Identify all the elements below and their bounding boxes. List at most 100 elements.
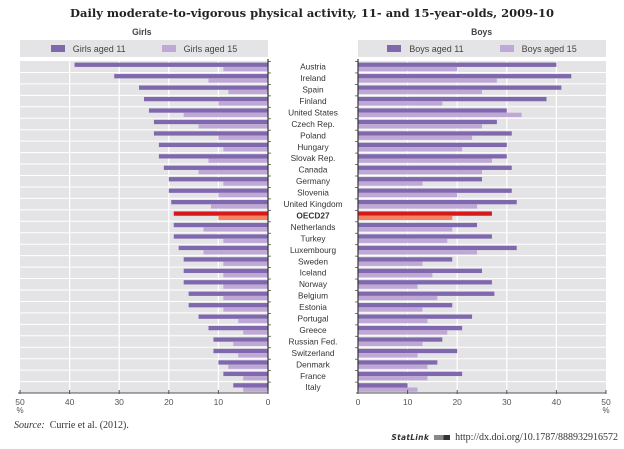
boys-bar-aged-15: [358, 250, 478, 255]
boys-bar-aged-11: [358, 165, 512, 170]
category-label: Slovenia: [297, 188, 329, 198]
girls-bar-aged-15: [228, 89, 268, 95]
legend-swatch-boys-15: [499, 45, 514, 52]
category-label: Spain: [302, 85, 324, 95]
category-label: Finland: [299, 96, 327, 106]
boys-bar-aged-11: [358, 154, 507, 159]
category-label: Sweden: [298, 256, 328, 266]
boys-x-tick-label: 20: [452, 397, 462, 407]
boys-bar-aged-15: [358, 181, 423, 186]
boys-bar-aged-15: [358, 295, 438, 301]
girls-bar-aged-15: [203, 227, 268, 232]
boys-bar-aged-15: [358, 89, 482, 95]
boys-bar-aged-15: [358, 353, 418, 358]
boys-bar-aged-11: [358, 360, 438, 365]
girls-bar-aged-11: [139, 85, 268, 90]
girls-bar-aged-15: [208, 78, 268, 83]
category-label: Norway: [299, 279, 328, 289]
boys-bar-aged-11: [358, 85, 562, 90]
girls-bar-aged-11: [178, 245, 268, 251]
boys-bar-aged-15: [358, 158, 492, 163]
girls-bar-aged-15: [223, 261, 268, 266]
category-label: Italy: [305, 382, 321, 392]
boys-bar-aged-11: [358, 62, 557, 67]
girls-bar-aged-15: [218, 215, 268, 221]
boys-bar-aged-11: [358, 245, 517, 251]
girls-bar-aged-11: [163, 165, 268, 170]
girls-bar-aged-11: [153, 119, 268, 125]
legend-item-girls-11: Girls aged 11: [50, 44, 126, 54]
boys-bar-aged-15: [358, 364, 428, 369]
legend-item-boys-15: Boys aged 15: [499, 44, 577, 54]
boys-bar-aged-11: [358, 108, 507, 113]
source-note: Source: Currie et al. (2012).: [14, 420, 129, 431]
boys-bar-aged-15: [358, 169, 482, 175]
category-label: United States: [288, 107, 338, 117]
category-label: Germany: [296, 176, 331, 186]
boys-bar-aged-15: [358, 192, 458, 198]
boys-bar-aged-11: [358, 268, 482, 273]
boys-bar-aged-11: [358, 211, 492, 216]
category-label: Czech Rep.: [291, 119, 334, 129]
category-label: Slovak Rep.: [291, 153, 336, 163]
boys-bar-aged-11: [358, 234, 492, 239]
girls-x-unit-label: %: [16, 406, 23, 415]
boys-x-tick-label: 50: [601, 397, 611, 407]
category-label: Portugal: [298, 314, 329, 324]
source-text: Currie et al. (2012).: [49, 420, 129, 431]
girls-bar-aged-15: [238, 318, 268, 324]
boys-bar-aged-15: [358, 66, 458, 72]
girls-bar-aged-11: [158, 142, 268, 148]
girls-bar-aged-11: [173, 234, 268, 239]
girls-panel-title: Girls: [132, 27, 152, 38]
statlink-url[interactable]: http://dx.doi.org/10.1787/888932916572: [455, 432, 618, 443]
girls-bar-aged-11: [223, 371, 268, 377]
girls-bar-aged-11: [173, 222, 268, 228]
category-label: Canada: [298, 165, 327, 175]
boys-bar-aged-11: [358, 177, 482, 182]
category-label: Russian Fed.: [289, 336, 338, 346]
girls-bar-aged-11: [171, 200, 268, 205]
statlink[interactable]: StatLink http://dx.doi.org/10.1787/88893…: [391, 432, 618, 443]
girls-bar-aged-11: [74, 62, 268, 67]
girls-bar-aged-15: [210, 204, 268, 209]
girls-bar-aged-15: [218, 135, 268, 140]
chart-title: Daily moderate-to-vigorous physical acti…: [70, 6, 554, 20]
girls-bar-aged-15: [243, 330, 268, 335]
boys-x-unit-label: %: [602, 406, 609, 415]
boys-bar-aged-11: [358, 314, 473, 319]
girls-bar-aged-15: [238, 353, 268, 358]
category-label: Luxembourg: [290, 245, 337, 255]
category-label: Denmark: [296, 359, 331, 369]
girls-bar-aged-15: [223, 147, 268, 152]
girls-bar-aged-15: [208, 158, 268, 163]
girls-bar-aged-15: [223, 295, 268, 301]
girls-bar-aged-11: [158, 154, 268, 159]
girls-bar-aged-11: [183, 268, 268, 273]
girls-bar-aged-15: [223, 307, 268, 312]
girls-bar-aged-15: [223, 181, 268, 186]
girls-bar-aged-11: [198, 314, 268, 319]
girls-legend: Girls aged 11 Girls aged 15: [20, 40, 268, 57]
girls-bar-aged-15: [243, 387, 268, 392]
girls-bar-aged-15: [233, 341, 268, 346]
boys-bar-aged-11: [358, 96, 547, 102]
girls-x-tick-label: 40: [65, 397, 75, 407]
girls-x-tick-label: 0: [266, 397, 271, 407]
category-label: Switzerland: [292, 348, 335, 358]
girls-x-tick-label: 50: [15, 397, 25, 407]
category-label: Ireland: [300, 73, 326, 83]
boys-bar-aged-11: [358, 74, 572, 79]
category-label: Iceland: [300, 268, 327, 278]
girls-bar-aged-11: [173, 211, 268, 216]
girls-bar-aged-11: [188, 291, 268, 296]
girls-bar-aged-11: [208, 325, 268, 331]
boys-bar-aged-11: [358, 188, 512, 193]
source-label: Source:: [14, 420, 45, 431]
boys-bar-aged-15: [358, 284, 418, 289]
girls-x-tick-label: 20: [164, 397, 174, 407]
legend-item-girls-15: Girls aged 15: [161, 44, 237, 54]
girls-x-tick-label: 10: [214, 397, 224, 407]
girls-bar-aged-15: [183, 112, 268, 117]
